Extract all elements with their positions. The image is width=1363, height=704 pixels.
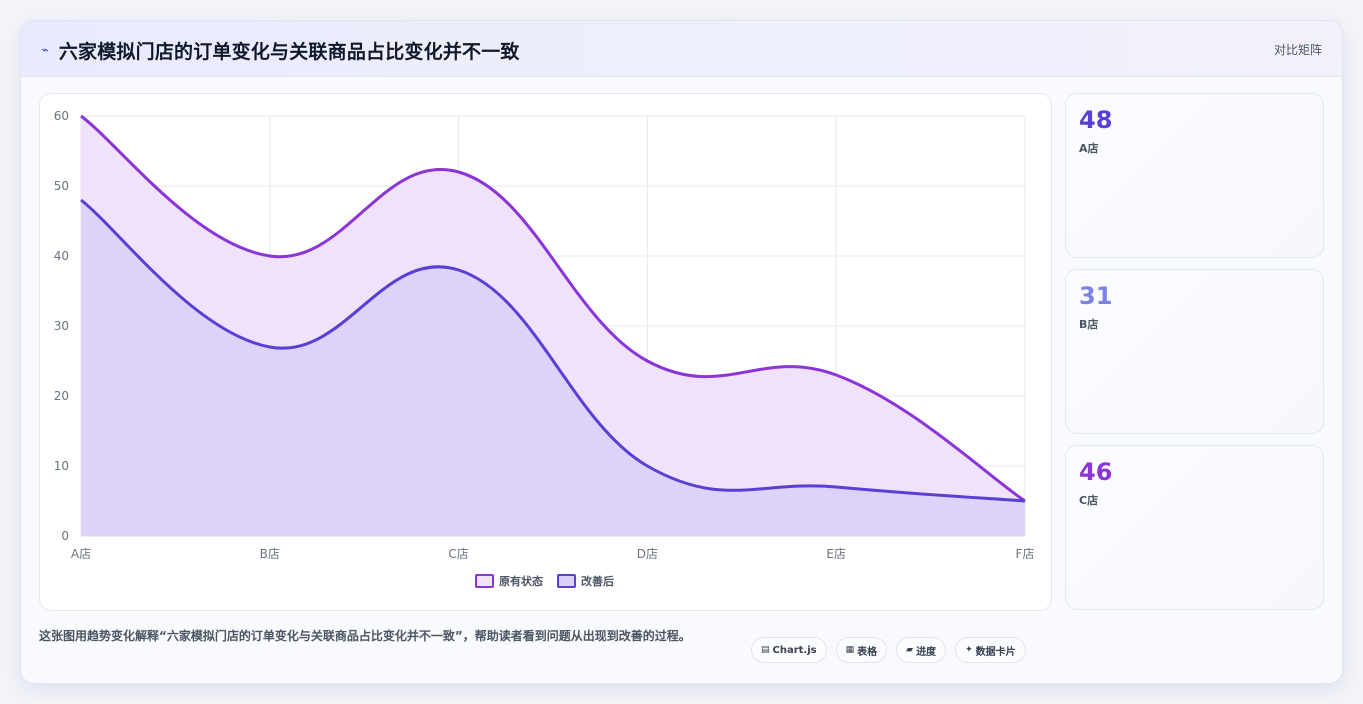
tag-list: ▤ Chart.js ▦ 表格 ▰ 进度 ✦ 数据卡片 — [751, 637, 1035, 663]
progress-icon: ▰ — [906, 645, 914, 655]
tag-label: 表格 — [857, 646, 878, 658]
y-tick-label: 10 — [54, 459, 69, 473]
legend-label: 原有状态 — [499, 574, 543, 588]
tag-progress[interactable]: ▰ 进度 — [896, 637, 947, 663]
legend-swatch — [557, 574, 576, 588]
y-tick-label: 40 — [54, 249, 69, 263]
tag-label: 进度 — [916, 646, 937, 658]
x-tick-label: B店 — [260, 547, 280, 561]
sparkle-icon: ✦ — [965, 645, 973, 655]
report-card: ⌁ 六家模拟门店的订单变化与关联商品占比变化并不一致 对比矩阵 0 10 20 30 4… — [20, 20, 1343, 684]
y-tick-label: 20 — [54, 389, 69, 403]
stat-card-b: 31 B店 — [1065, 269, 1324, 434]
x-tick-label: C店 — [448, 547, 468, 561]
stat-label: B店 — [1079, 318, 1099, 331]
y-tick-label: 60 — [54, 109, 69, 123]
tag-chartjs[interactable]: ▤ Chart.js — [751, 637, 827, 663]
card-header: ⌁ 六家模拟门店的订单变化与关联商品占比变化并不一致 对比矩阵 — [21, 21, 1342, 77]
tag-label: Chart.js — [772, 644, 817, 656]
tag-label: 数据卡片 — [975, 646, 1016, 658]
stat-value: 46 — [1079, 458, 1113, 486]
x-tick-label: F店 — [1016, 547, 1035, 561]
stat-card-a: 48 A店 — [1065, 93, 1324, 258]
x-tick-label: D店 — [637, 547, 658, 561]
stat-value: 48 — [1079, 106, 1113, 134]
chart-line-icon: ⌁ — [41, 43, 49, 58]
stat-label: C店 — [1079, 494, 1099, 507]
series-area — [81, 200, 1025, 536]
page-title: 六家模拟门店的订单变化与关联商品占比变化并不一致 — [58, 41, 520, 63]
chart-description: 这张图用趋势变化解释“六家模拟门店的订单变化与关联商品占比变化并不一致”，帮助读… — [39, 629, 691, 643]
stat-card-c: 46 C店 — [1065, 445, 1324, 610]
stat-label: A店 — [1079, 142, 1099, 155]
chart-icon: ▤ — [761, 645, 770, 655]
series-line — [80, 198, 1026, 503]
x-tick-label: A店 — [71, 547, 91, 561]
tag-table[interactable]: ▦ 表格 — [835, 637, 888, 663]
tag-data-cards[interactable]: ✦ 数据卡片 — [955, 637, 1026, 663]
legend-swatch — [475, 574, 494, 588]
title-group: ⌁ 六家模拟门店的订单变化与关联商品占比变化并不一致 — [41, 37, 520, 64]
stat-value: 31 — [1079, 282, 1113, 310]
table-icon: ▦ — [845, 645, 855, 655]
y-tick-label: 50 — [54, 179, 69, 193]
chart-panel: 0 10 20 30 40 50 60 A店 B店 C店 D店 E店 F店原有状态 改善后 — [39, 93, 1052, 611]
y-tick-label: 30 — [54, 319, 69, 333]
series-line — [80, 114, 1026, 503]
legend-label: 改善后 — [581, 574, 614, 588]
compare-matrix-link[interactable]: 对比矩阵 — [1273, 43, 1322, 57]
x-tick-label: E店 — [826, 547, 846, 561]
y-tick-label: 0 — [61, 529, 69, 543]
